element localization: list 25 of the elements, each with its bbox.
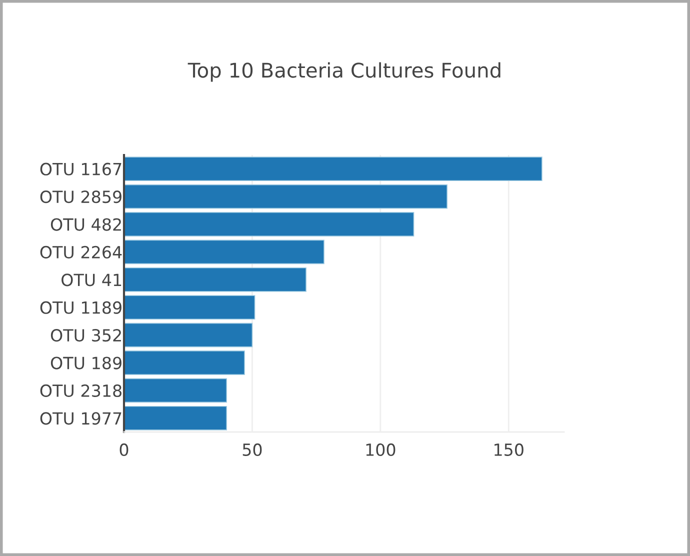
x-tick-label: 150	[494, 443, 524, 456]
x-tick-label: 0	[120, 443, 128, 456]
y-tick-label: OTU 41	[62, 274, 122, 286]
y-tick-label: OTU 352	[50, 329, 121, 342]
y-tick-label: OTU 1977	[40, 412, 122, 425]
bar	[124, 212, 414, 236]
bar	[124, 378, 227, 403]
x-tick-label: 50	[242, 443, 262, 456]
bar	[124, 240, 324, 264]
bar	[124, 267, 306, 292]
bar	[124, 156, 542, 182]
chart-title: Top 10 Bacteria Cultures Found	[188, 62, 500, 82]
y-tick-label: OTU 1167	[40, 162, 122, 176]
y-tick-label: OTU 189	[50, 356, 122, 370]
y-tick-label: OTU 1189	[40, 301, 122, 314]
bar	[124, 295, 256, 320]
y-tick-label: OTU 482	[50, 218, 121, 231]
bar	[124, 406, 227, 430]
bar	[124, 184, 448, 209]
y-tick-label: OTU 2859	[40, 190, 122, 204]
x-tick-label: 100	[366, 443, 396, 456]
bar	[124, 322, 253, 348]
y-tick-label: OTU 2318	[40, 384, 122, 398]
y-tick-label: OTU 2264	[40, 246, 122, 259]
bar	[124, 350, 245, 375]
